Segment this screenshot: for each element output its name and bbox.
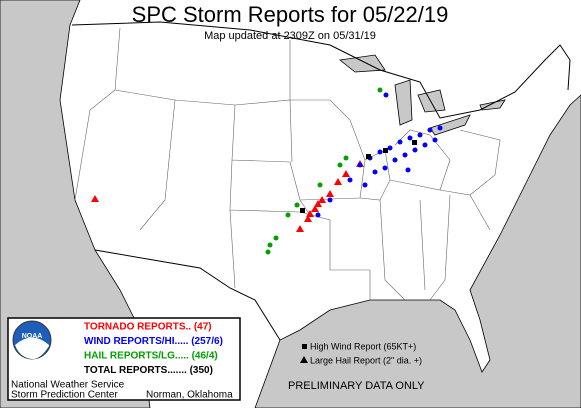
map-title: SPC Storm Reports for 05/22/19: [132, 2, 449, 27]
high-wind-reports: [300, 140, 417, 213]
hail-reports: [265, 87, 383, 255]
key-text: Large Hail Report (2" dia. +): [310, 355, 422, 365]
canada-border: [71, 21, 571, 119]
map-subtitle: Map updated at 2309Z on 05/31/19: [204, 30, 376, 42]
noaa-logo-wave: [15, 337, 49, 360]
key-text: High Wind Report (65KT+): [310, 341, 416, 351]
legend-item: TORNADO REPORTS.. (47): [84, 322, 212, 333]
key-triangle: [300, 356, 308, 363]
legend-item: TOTAL REPORTS....... (350): [84, 365, 213, 376]
state-lines: [74, 27, 501, 301]
great-lakes: [339, 54, 506, 136]
legend-items: TORNADO REPORTS.. (47) WIND REPORTS/HI...…: [84, 322, 223, 377]
legend-item: HAIL REPORTS/LG..... (46/4): [84, 351, 218, 362]
legend-footer: National Weather Service: [11, 380, 125, 391]
mexico-border: [94, 249, 281, 341]
noaa-logo-text: NOAA: [22, 333, 43, 340]
legend-item: WIND REPORTS/HI..... (257/6): [84, 336, 223, 347]
preliminary-notice: PRELIMINARY DATA ONLY: [288, 380, 425, 392]
gulf-atlantic: [254, 94, 581, 408]
legend-footer: Storm Prediction Center: [11, 390, 118, 401]
legend-location: Norman, Oklahoma: [146, 390, 233, 401]
wind-reports: [315, 92, 443, 218]
key-square: [302, 344, 307, 349]
